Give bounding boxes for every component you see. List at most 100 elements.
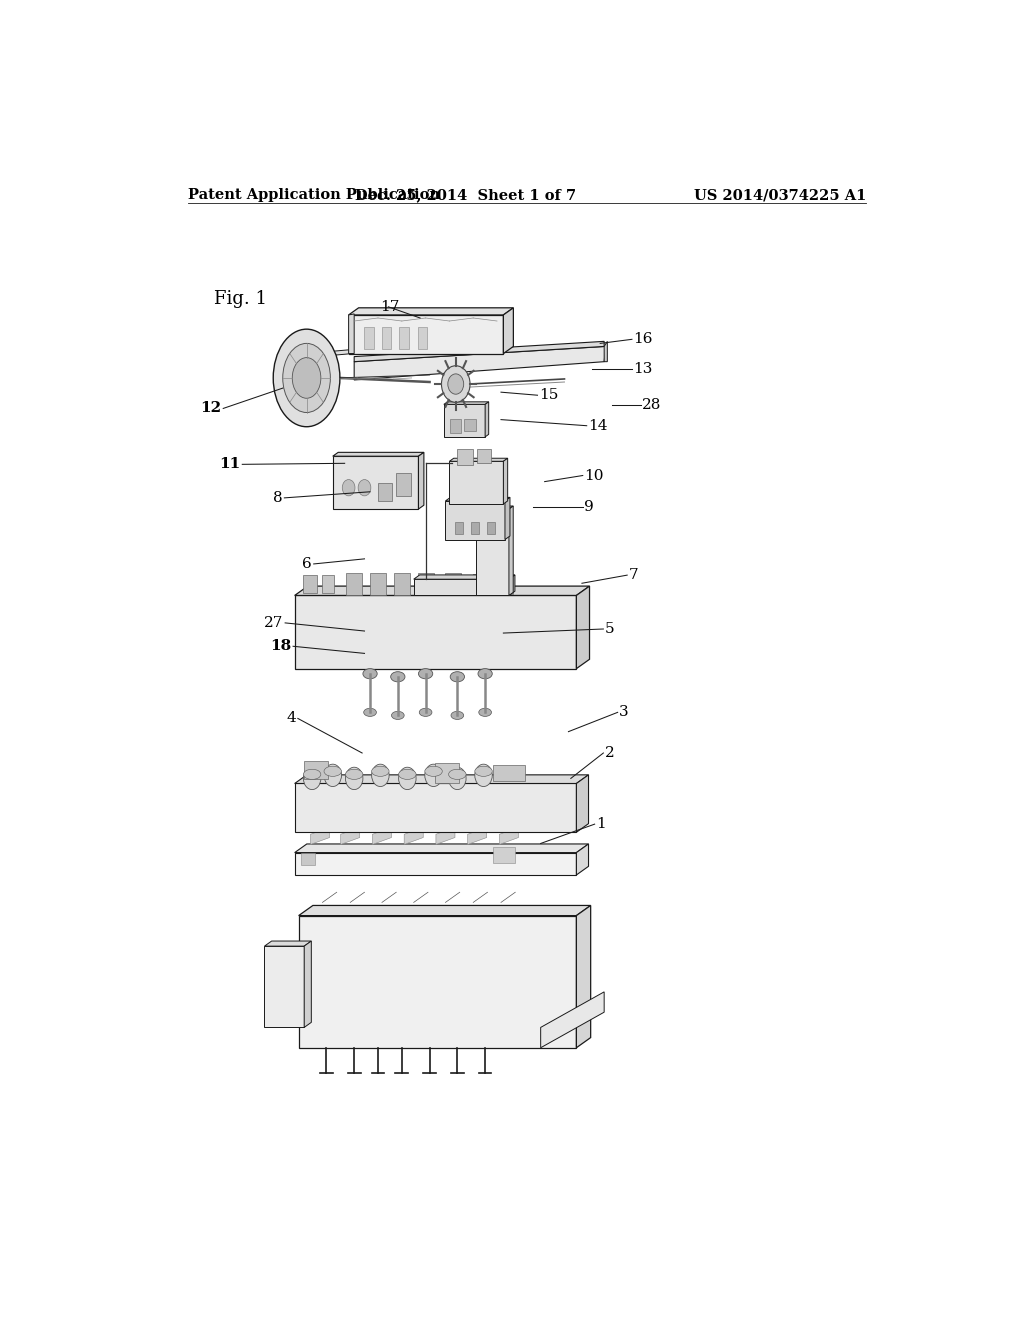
Bar (435, 763, 459, 784)
Polygon shape (333, 457, 419, 510)
Text: Dec. 25, 2014  Sheet 1 of 7: Dec. 25, 2014 Sheet 1 of 7 (354, 189, 575, 202)
Ellipse shape (345, 770, 362, 779)
Polygon shape (475, 510, 509, 595)
Bar (303, 576, 316, 594)
Polygon shape (354, 342, 604, 362)
Circle shape (449, 767, 466, 789)
Polygon shape (504, 458, 508, 504)
Circle shape (398, 767, 416, 789)
Ellipse shape (419, 669, 433, 678)
Polygon shape (348, 314, 354, 354)
Ellipse shape (372, 766, 389, 776)
Bar (473, 574, 494, 594)
Bar (301, 853, 315, 865)
Polygon shape (604, 342, 607, 362)
Bar (394, 573, 410, 595)
Polygon shape (341, 828, 359, 845)
Text: 17: 17 (380, 300, 399, 314)
Polygon shape (310, 828, 330, 845)
Polygon shape (348, 315, 504, 354)
Bar (396, 474, 411, 496)
Polygon shape (264, 941, 311, 946)
Polygon shape (264, 946, 304, 1027)
Ellipse shape (362, 669, 377, 678)
Ellipse shape (292, 358, 321, 399)
Bar (445, 573, 462, 595)
Bar (451, 418, 462, 433)
Polygon shape (577, 775, 589, 833)
Polygon shape (299, 906, 591, 916)
Bar (378, 483, 392, 500)
Text: 5: 5 (605, 622, 614, 636)
Bar (494, 766, 525, 781)
Bar (370, 573, 386, 595)
Ellipse shape (324, 766, 341, 776)
Polygon shape (354, 346, 606, 380)
Ellipse shape (451, 672, 465, 682)
Text: 27: 27 (264, 616, 284, 630)
Polygon shape (577, 843, 589, 875)
Bar (497, 576, 513, 594)
Bar (399, 327, 409, 350)
Text: 6: 6 (302, 557, 312, 572)
Polygon shape (500, 828, 518, 845)
Polygon shape (541, 991, 604, 1048)
Text: 12: 12 (201, 401, 221, 416)
Bar (365, 327, 374, 350)
Text: 8: 8 (273, 491, 283, 504)
Text: 28: 28 (642, 399, 662, 412)
Polygon shape (577, 906, 591, 1048)
Text: 2: 2 (605, 746, 614, 760)
Polygon shape (505, 498, 510, 540)
Polygon shape (295, 784, 577, 833)
Text: 4: 4 (287, 711, 296, 726)
Circle shape (425, 764, 442, 787)
Text: 11: 11 (219, 457, 241, 471)
Circle shape (345, 767, 362, 789)
Text: Patent Application Publication: Patent Application Publication (187, 189, 439, 202)
Bar (382, 327, 391, 350)
Polygon shape (577, 586, 590, 669)
Polygon shape (333, 453, 424, 457)
Text: 14: 14 (588, 418, 608, 433)
Bar (418, 327, 427, 350)
Bar (477, 449, 492, 463)
Ellipse shape (449, 770, 466, 779)
Polygon shape (414, 576, 515, 579)
Ellipse shape (283, 343, 331, 413)
Bar (494, 846, 515, 863)
Text: 16: 16 (634, 333, 653, 346)
Polygon shape (445, 500, 505, 540)
Bar (471, 523, 479, 535)
Polygon shape (419, 453, 424, 510)
Text: 1: 1 (596, 817, 606, 832)
Ellipse shape (364, 709, 377, 717)
Polygon shape (304, 941, 311, 1027)
Bar (304, 762, 328, 779)
Polygon shape (295, 595, 577, 669)
Bar (458, 449, 473, 466)
Polygon shape (299, 916, 577, 1048)
Circle shape (324, 764, 341, 787)
Polygon shape (436, 828, 455, 845)
Polygon shape (348, 308, 513, 315)
Ellipse shape (479, 709, 492, 717)
Text: 15: 15 (539, 388, 558, 403)
Circle shape (372, 764, 389, 787)
Text: Fig. 1: Fig. 1 (214, 289, 266, 308)
Bar (418, 573, 433, 595)
Ellipse shape (391, 711, 404, 719)
Polygon shape (373, 828, 391, 845)
Polygon shape (509, 576, 515, 595)
Polygon shape (295, 775, 589, 784)
Polygon shape (485, 401, 488, 437)
Polygon shape (504, 308, 513, 354)
Text: 18: 18 (270, 639, 292, 653)
Bar (322, 576, 334, 594)
Ellipse shape (303, 770, 321, 779)
Polygon shape (468, 828, 486, 845)
Polygon shape (443, 401, 488, 404)
Ellipse shape (419, 709, 432, 717)
Polygon shape (404, 828, 423, 845)
Text: US 2014/0374225 A1: US 2014/0374225 A1 (693, 189, 866, 202)
